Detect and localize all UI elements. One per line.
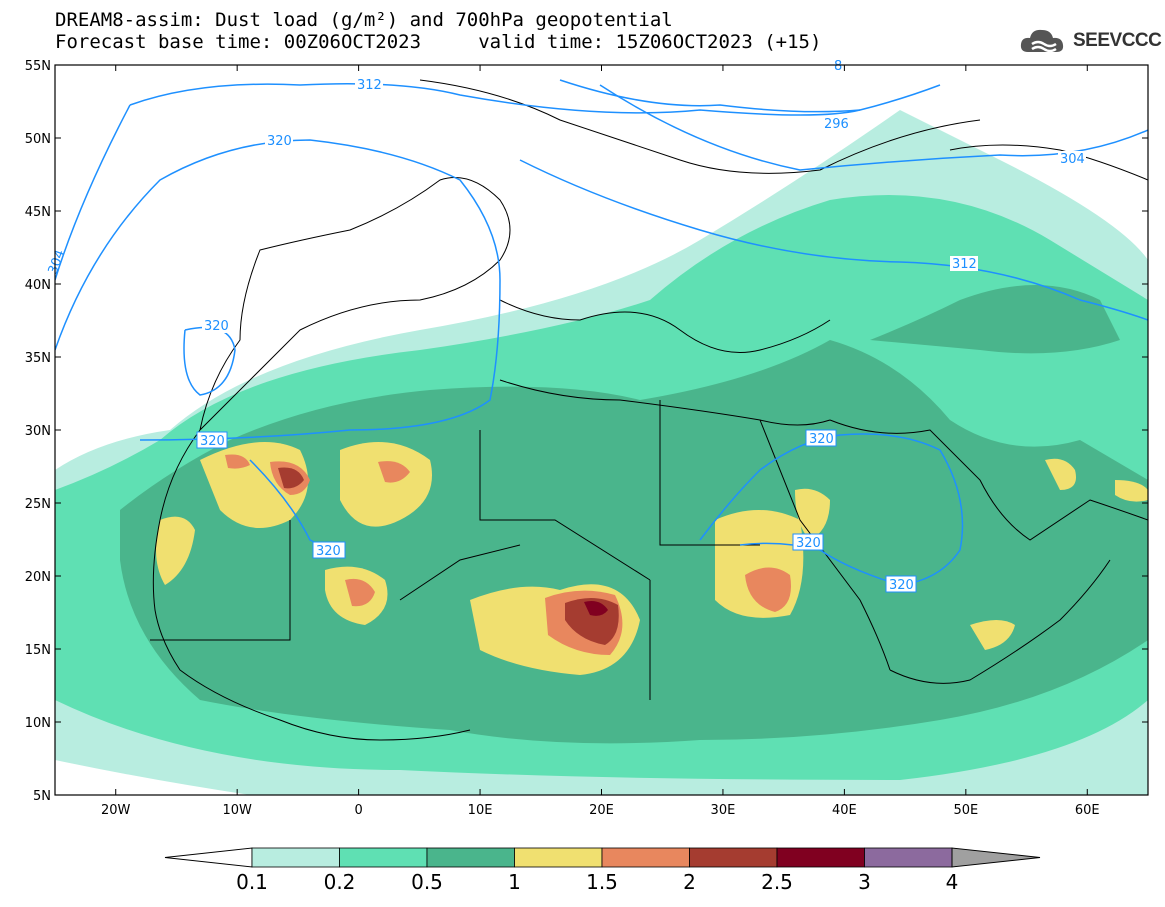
colorbar-swatch — [689, 847, 778, 868]
colorbar: 0.1 0.2 0.5 1 1.5 2 2.5 3 4 — [164, 847, 1041, 894]
lon-tick-label: 20E — [589, 803, 614, 818]
contour-label: 320 — [796, 536, 821, 551]
colorbar-level-label: 0.1 — [236, 870, 268, 894]
contour-label: 320 — [267, 134, 292, 149]
lon-tick-label: 60E — [1075, 803, 1100, 818]
lat-tick-label: 55N — [25, 59, 51, 74]
latitude-axis: 55N 50N 45N 40N 35N 30N 25N 20N 15N 10N 5N — [25, 59, 1148, 804]
lat-tick-label: 10N — [25, 716, 51, 731]
contour-312-east — [519, 159, 1148, 321]
dust-level-2 — [278, 467, 304, 489]
colorbar-level-label: 1 — [508, 870, 521, 894]
contour-label: 320 — [809, 432, 834, 447]
cloud-icon — [1020, 29, 1064, 53]
contour-label: 304 — [1060, 152, 1085, 167]
colorbar-level-label: 4 — [946, 870, 959, 894]
seevccc-logo: SEEVCCC — [1018, 24, 1162, 60]
colorbar-level-label: 1.5 — [586, 870, 618, 894]
lat-tick-label: 40N — [25, 278, 51, 293]
colorbar-level-label: 0.5 — [411, 870, 443, 894]
lat-tick-label: 15N — [25, 643, 51, 658]
longitude-axis: 20W 10W 0 10E 20E 30E 40E 50E 60E — [101, 65, 1100, 818]
contour-296 — [559, 79, 861, 113]
colorbar-swatch — [251, 847, 340, 868]
lon-tick-label: 20W — [101, 803, 131, 818]
colorbar-swatch — [864, 847, 953, 868]
lon-tick-label: 10W — [222, 803, 252, 818]
lat-tick-label: 20N — [25, 570, 51, 585]
contour-label: 296 — [824, 117, 849, 132]
lat-tick-label: 45N — [25, 205, 51, 220]
contour-label: 312 — [952, 257, 977, 272]
contour-label: 320 — [889, 578, 914, 593]
colorbar-swatch — [601, 847, 690, 868]
contour-label: 312 — [357, 78, 382, 93]
contour-label: 320 — [204, 319, 229, 334]
logo-text: SEEVCCC — [1073, 30, 1162, 51]
contour-labels: 312 320 320 296 304 312 320 320 320 320 … — [46, 59, 1086, 593]
lon-tick-label: 40E — [832, 803, 857, 818]
lat-tick-label: 5N — [33, 789, 51, 804]
contour-label: 8 — [834, 59, 842, 74]
lon-tick-label: 10E — [468, 803, 493, 818]
contour-label: 320 — [316, 544, 341, 559]
colorbar-level-label: 2 — [683, 870, 696, 894]
dust-level-0-5 — [120, 340, 1148, 744]
lon-tick-label: 0 — [354, 803, 362, 818]
map-title: DREAM8-assim: Dust load (g/m²) and 700hP… — [55, 9, 673, 31]
colorbar-swatch — [426, 847, 515, 868]
colorbar-swatch — [776, 847, 865, 868]
map-subtitle: Forecast base time: 00Z06OCT2023 valid t… — [55, 31, 822, 53]
colorbar-swatch — [339, 847, 428, 868]
colorbar-level-label: 2.5 — [761, 870, 793, 894]
dust-field — [55, 65, 1148, 795]
colorbar-over-arrow — [951, 847, 1041, 868]
lat-tick-label: 30N — [25, 424, 51, 439]
contour-label: 320 — [200, 434, 225, 449]
colorbar-level-label: 0.2 — [324, 870, 356, 894]
colorbar-under-arrow — [164, 847, 253, 868]
lon-tick-label: 30E — [711, 803, 736, 818]
lat-tick-label: 50N — [25, 132, 51, 147]
colorbar-level-label: 3 — [858, 870, 871, 894]
lat-tick-label: 25N — [25, 497, 51, 512]
dust-level-3 — [584, 601, 608, 616]
contour-320-east — [699, 433, 964, 586]
lat-tick-label: 35N — [25, 351, 51, 366]
contour-320-north — [55, 139, 501, 441]
colorbar-swatch — [514, 847, 603, 868]
lon-tick-label: 50E — [953, 803, 978, 818]
contour-320-south — [249, 459, 331, 551]
